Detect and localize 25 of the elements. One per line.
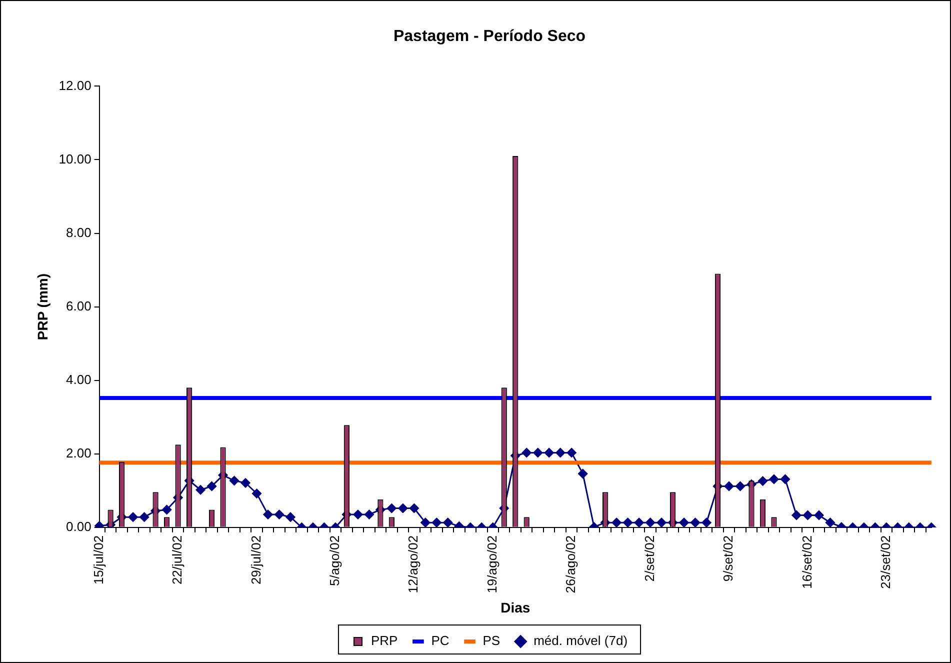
legend-label: PRP bbox=[370, 633, 398, 648]
x-tick-label: 19/ago/02 bbox=[484, 535, 500, 594]
x-tick-label: 26/ago/02 bbox=[563, 535, 578, 594]
y-tick-label: 12.00 bbox=[58, 78, 92, 93]
x-tick-label: 23/set/02 bbox=[878, 535, 893, 589]
y-tick-label: 8.00 bbox=[66, 224, 92, 240]
y-tick-label: 0.00 bbox=[66, 518, 92, 534]
x-tick-label: 5/ago/02 bbox=[327, 535, 342, 586]
chart-title: Pastagem - Período Seco bbox=[393, 28, 586, 46]
x-tick-label: 29/jul/02 bbox=[248, 535, 264, 585]
x-axis-title: Dias bbox=[500, 599, 530, 616]
x-tick-label: 16/set/02 bbox=[799, 535, 814, 589]
legend-label: PC bbox=[431, 633, 450, 648]
y-tick-label: 6.00 bbox=[66, 298, 92, 314]
x-tick-label: 2/set/02 bbox=[642, 535, 657, 582]
legend-label: PS bbox=[482, 633, 500, 648]
y-axis-title: PRP (mm) bbox=[34, 273, 50, 340]
y-tick-label: 2.00 bbox=[66, 445, 92, 460]
x-tick-label: 22/jul/02 bbox=[170, 535, 185, 585]
x-tick-label: 15/jul/02 bbox=[90, 535, 106, 585]
y-tick-label: 10.00 bbox=[58, 151, 92, 166]
x-tick-label: 9/set/02 bbox=[720, 535, 736, 582]
y-tick-label: 4.00 bbox=[66, 372, 92, 387]
legend-label: méd. móvel (7d) bbox=[534, 633, 628, 648]
x-tick-label: 12/ago/02 bbox=[406, 535, 421, 594]
